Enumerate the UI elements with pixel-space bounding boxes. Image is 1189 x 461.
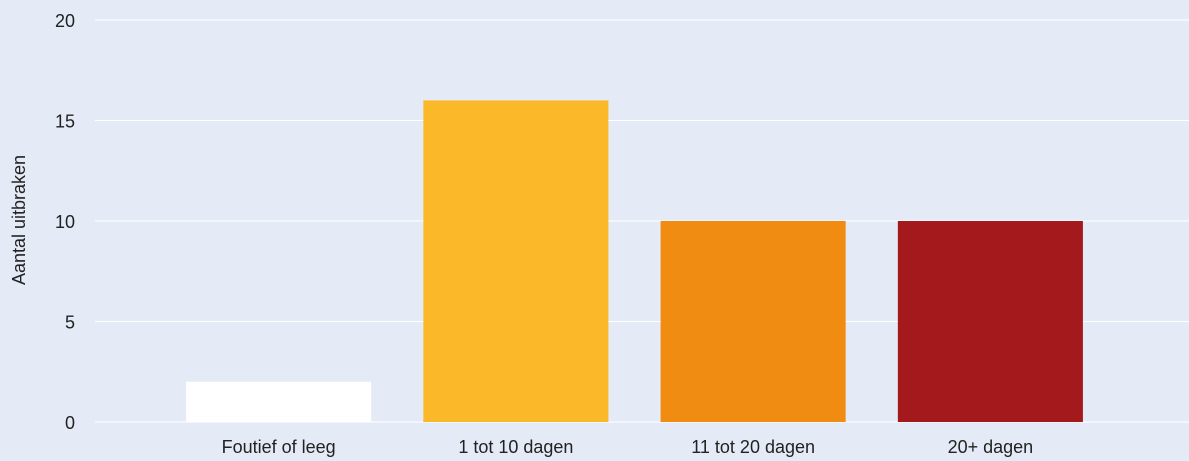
bar: [186, 381, 372, 422]
bar: [897, 221, 1083, 422]
y-tick-label: 20: [55, 11, 75, 31]
y-axis-label: Aantal uitbraken: [9, 155, 29, 285]
x-tick-label: Foutief of leeg: [222, 437, 336, 457]
x-tick-label: 11 tot 20 dagen: [691, 437, 815, 457]
y-tick-label: 10: [55, 212, 75, 232]
y-tick-label: 5: [65, 312, 75, 332]
x-tick-label: 1 tot 10 dagen: [458, 437, 573, 457]
y-tick-label: 15: [55, 111, 75, 131]
y-tick-label: 0: [65, 413, 75, 433]
bar: [660, 221, 846, 422]
x-tick-label: 20+ dagen: [948, 437, 1034, 457]
bar: [423, 100, 609, 423]
